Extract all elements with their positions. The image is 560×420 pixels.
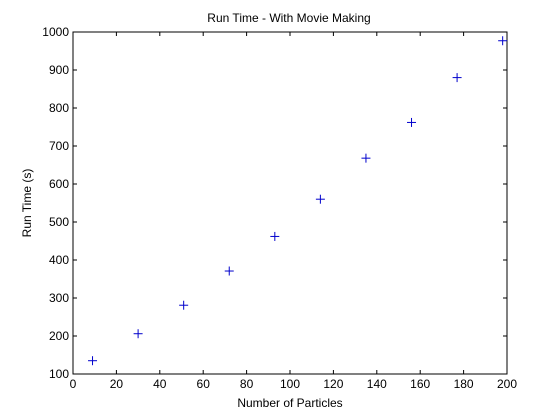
x-tick-label: 60 (197, 377, 211, 391)
data-point-marker (452, 73, 462, 83)
data-point-marker (224, 266, 234, 276)
data-point-marker (407, 117, 417, 127)
y-tick-label: 1000 (42, 25, 69, 39)
x-tick-label: 80 (240, 377, 254, 391)
axis-ticks (72, 31, 508, 375)
y-tick-label: 400 (49, 253, 69, 267)
data-point-marker (133, 329, 143, 339)
x-tick-label: 40 (153, 377, 167, 391)
y-tick-label: 700 (49, 139, 69, 153)
data-point-marker (498, 36, 508, 46)
x-tick-label: 0 (70, 377, 77, 391)
x-tick-label: 120 (323, 377, 343, 391)
y-axis-label: Run Time (s) (20, 169, 34, 238)
data-point-marker (270, 231, 280, 241)
axis-tick-labels: 0 20 40 60 80 100 120 140 160 180 200 100 200 300 400 5… (42, 25, 517, 391)
data-point-marker (361, 153, 371, 163)
x-tick-label: 200 (497, 377, 517, 391)
y-tick-label: 200 (49, 329, 69, 343)
plot-area (72, 31, 508, 375)
y-tick-label: 100 (49, 367, 69, 381)
x-tick-label: 180 (454, 377, 474, 391)
y-tick-label: 300 (49, 291, 69, 305)
x-tick-label: 140 (367, 377, 387, 391)
y-tick-label: 800 (49, 101, 69, 115)
chart-title: Run Time - With Movie Making (207, 11, 370, 25)
x-tick-label: 100 (280, 377, 300, 391)
x-axis-label: Number of Particles (237, 396, 342, 410)
data-point-marker (315, 194, 325, 204)
data-points (88, 36, 508, 366)
x-tick-label: 160 (410, 377, 430, 391)
data-point-marker (88, 356, 98, 366)
y-tick-label: 500 (49, 215, 69, 229)
data-point-marker (179, 300, 189, 310)
y-tick-label: 900 (49, 63, 69, 77)
x-tick-label: 20 (110, 377, 124, 391)
y-tick-label: 600 (49, 177, 69, 191)
